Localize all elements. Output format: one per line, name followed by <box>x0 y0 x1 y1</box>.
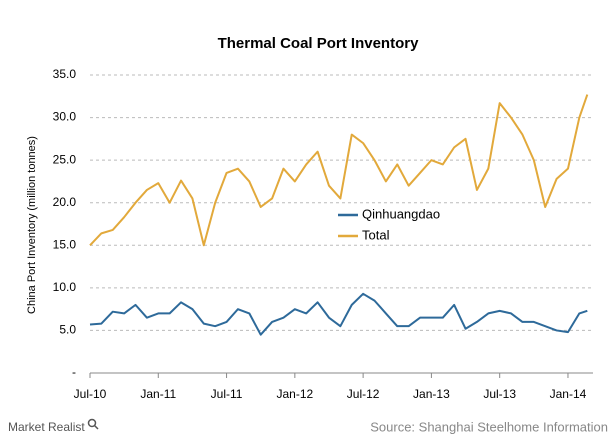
y-tick-label: 20.0 <box>53 195 77 209</box>
x-tick-label: Jul-12 <box>347 387 380 401</box>
line-series <box>89 292 588 336</box>
x-tick-label: Jan-14 <box>550 387 587 401</box>
x-tick-label: Jul-13 <box>483 387 516 401</box>
logo-icon <box>87 418 99 430</box>
y-tick-label: 5.0 <box>59 323 76 337</box>
y-tick-label: 25.0 <box>53 152 77 166</box>
y-tick-label: 15.0 <box>53 237 77 251</box>
x-tick-label: Jan-13 <box>413 387 450 401</box>
line-series <box>89 94 589 247</box>
chart-title: Thermal Coal Port Inventory <box>218 35 420 52</box>
logo: Market Realist <box>8 420 85 434</box>
legend-label: Qinhuangdao <box>362 206 440 221</box>
source: Source: Shanghai Steelhome Information <box>370 419 608 434</box>
x-tick-label: Jan-12 <box>276 387 313 401</box>
x-tick-label: Jul-10 <box>74 387 107 401</box>
legend-label: Total <box>362 227 390 242</box>
y-tick-label: 35.0 <box>53 67 77 81</box>
x-tick-label: Jul-11 <box>211 387 243 401</box>
y-axis-label: China Port Inventory (million tonnes) <box>26 136 38 314</box>
x-tick-label: Jan-11 <box>140 387 176 401</box>
y-tick-label: 30.0 <box>53 110 77 124</box>
y-tick-label: 10.0 <box>53 280 77 294</box>
y-tick-label: - <box>72 365 76 379</box>
